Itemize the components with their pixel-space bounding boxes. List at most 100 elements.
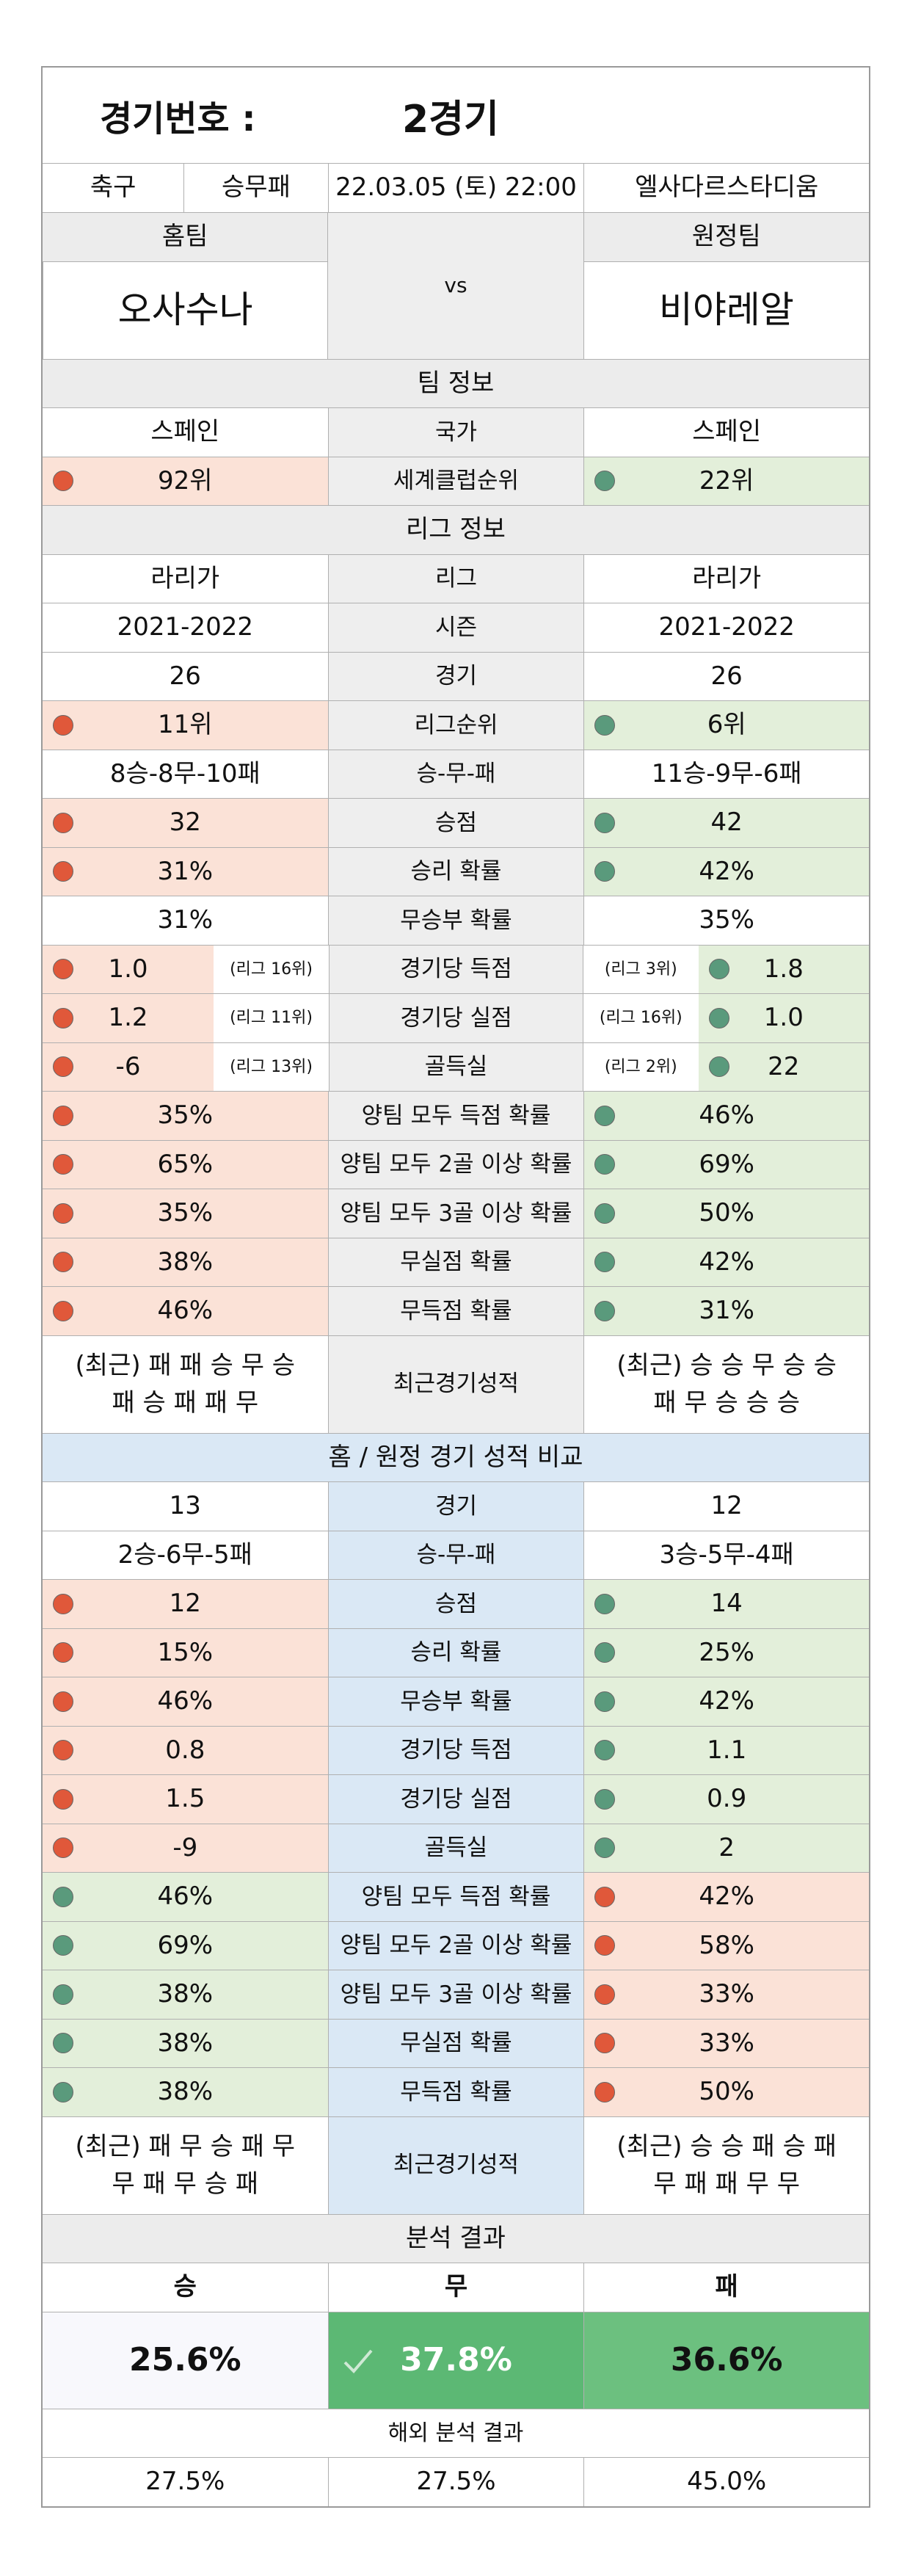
home-value-cell: 31% [43,847,328,896]
stat-label: 승점 [327,1580,584,1628]
match-sheet: 경기번호 : 2경기 축구 승무패 22.03.05 (토) 22:00 엘사다… [41,66,870,2508]
home-value: 46% [157,1296,214,1326]
away-value: 6위 [707,710,746,740]
home-value-cell: 2021-2022 [43,603,328,652]
home-value: 13 [169,1491,201,1521]
stat-label: 무득점 확률 [327,2068,584,2116]
section: 리그 정보 라리가 리그 라리가 2021-2022 시즌 2021-2022 26 경기 26 1… [43,505,869,1433]
stat-label: 리그순위 [327,701,584,750]
stat-row: 31% 무승부 확률 35% [43,896,869,945]
section-title-row: 리그 정보 [43,505,869,554]
home-value-cell: 1.5 [43,1775,328,1824]
stat-label: 승점 [327,799,584,847]
status-dot [594,861,616,882]
away-value: 50% [699,2077,754,2107]
home-value-cell: (최근) 패 패 승 무 승 패 승 패 패 무 [43,1336,328,1433]
stat-row: 46% 양팀 모두 득점 확률 42% [43,1872,869,1921]
stat-label: 최근경기성적 [327,2116,584,2214]
home-value: 31% [157,905,214,935]
stat-row: 38% 무실점 확률 33% [43,2018,869,2067]
status-dot [53,1056,73,1078]
home-rank-note: (리그 11위) [214,994,329,1042]
status-dot [594,1886,616,1907]
away-value: 2021-2022 [658,612,795,642]
home-value-cell: 38% [43,2019,328,2067]
stat-row: 31% 승리 확률 42% [43,846,869,896]
stat-row: 65% 양팀 모두 2골 이상 확률 69% [43,1139,869,1189]
status-dot [594,1740,616,1761]
away-value: 스페인 [692,417,762,447]
home-value-cell: -6 (리그 13위) [43,1042,329,1091]
draw-prob-text: 37.8% [400,2341,512,2379]
section-title-row: 홈 / 원정 경기 성적 비교 [43,1432,869,1481]
home-value-cell: 0.8 [43,1726,328,1774]
home-value: 8승-8무-10패 [109,758,261,788]
away-value: 69% [699,1149,754,1179]
home-value: 35% [157,1100,214,1131]
stat-label: 리그 [327,554,584,603]
home-value: 69% [157,1930,214,1960]
stat-label: 세계클럽순위 [327,457,584,505]
stat-row: -6 (리그 13위) 골득실 (리그 2위) 22 [43,1042,869,1091]
stat-row: 1.2 (리그 11위) 경기당 실점 (리그 16위) 1.0 [43,993,869,1042]
away-value: 42% [699,1247,754,1277]
status-dot [594,2033,616,2054]
away-value-cell: 35% [583,896,869,945]
stadium: 엘사다르스타디움 [583,164,869,212]
home-value: 38% [157,2077,214,2107]
away-value-cell: 58% [583,1921,869,1970]
status-dot [53,2033,73,2054]
status-dot [594,1252,616,1273]
away-value-box: 1.0 [698,994,869,1042]
stat-label: 양팀 모두 3골 이상 확률 [327,1970,584,2019]
stat-row: (최근) 패 무 승 패 무 무 패 무 승 패 최근경기성적 (최근) 승 승 패… [43,2116,869,2214]
home-value: 12 [169,1589,201,1619]
overseas-values: 27.5% 27.5% 45.0% [43,2457,869,2506]
status-dot [594,471,616,492]
home-value-cell: 13 [43,1482,328,1531]
away-value: 25% [699,1637,754,1667]
stat-label: 무실점 확률 [327,1238,584,1286]
away-value: 26 [710,661,743,691]
away-value: 1.1 [707,1735,747,1765]
home-value-cell: -9 [43,1824,328,1872]
away-value-cell: (리그 2위) 22 [583,1042,869,1091]
stat-row: 92위 세계클럽순위 22위 [43,456,869,505]
away-value-cell: 6위 [583,701,869,750]
section-title: 팀 정보 [43,359,869,407]
away-value: 35% [699,905,754,935]
away-rank-note: (리그 3위) [583,945,699,993]
status-dot [53,1007,73,1028]
home-value-cell: 92위 [43,457,328,505]
versus: vs [327,212,583,359]
status-dot [53,2081,73,2102]
home-label: 홈팀 [43,212,328,261]
status-dot [53,1935,73,1956]
status-dot [594,1300,616,1321]
away-value-cell: 42% [583,1238,869,1286]
home-value: 2승-6무-5패 [117,1539,252,1570]
away-value-cell: 33% [583,2019,869,2067]
stat-row: 스페인 국가 스페인 [43,407,869,457]
home-value-box: -6 [43,1042,214,1091]
loss-prob: 36.6% [583,2312,869,2409]
away-value-cell: 50% [583,2068,869,2116]
stat-row: 1.0 (리그 16위) 경기당 득점 (리그 3위) 1.8 [43,944,869,993]
home-value-box: 1.2 [43,994,214,1042]
stat-label: 양팀 모두 2골 이상 확률 [327,1921,584,1970]
status-dot [708,959,729,980]
status-dot [53,1202,73,1224]
away-value-cell: 11승-9무-6패 [583,750,869,798]
stat-row: 1.5 경기당 실점 0.9 [43,1774,869,1824]
stat-label: 승리 확률 [327,1628,584,1677]
away-value-cell: 라리가 [583,554,869,603]
home-value-cell: 65% [43,1140,328,1189]
stat-row: 라리가 리그 라리가 [43,554,869,603]
status-dot [53,714,73,736]
status-dot [594,1691,616,1712]
stat-label: 양팀 모두 3골 이상 확률 [327,1189,584,1238]
home-value: 92위 [158,465,213,496]
section: 홈 / 원정 경기 성적 비교 13 경기 12 2승-6무-5패 승-무-패 3승-5무-… [43,1432,869,2214]
stat-row: 11위 리그순위 6위 [43,700,869,750]
